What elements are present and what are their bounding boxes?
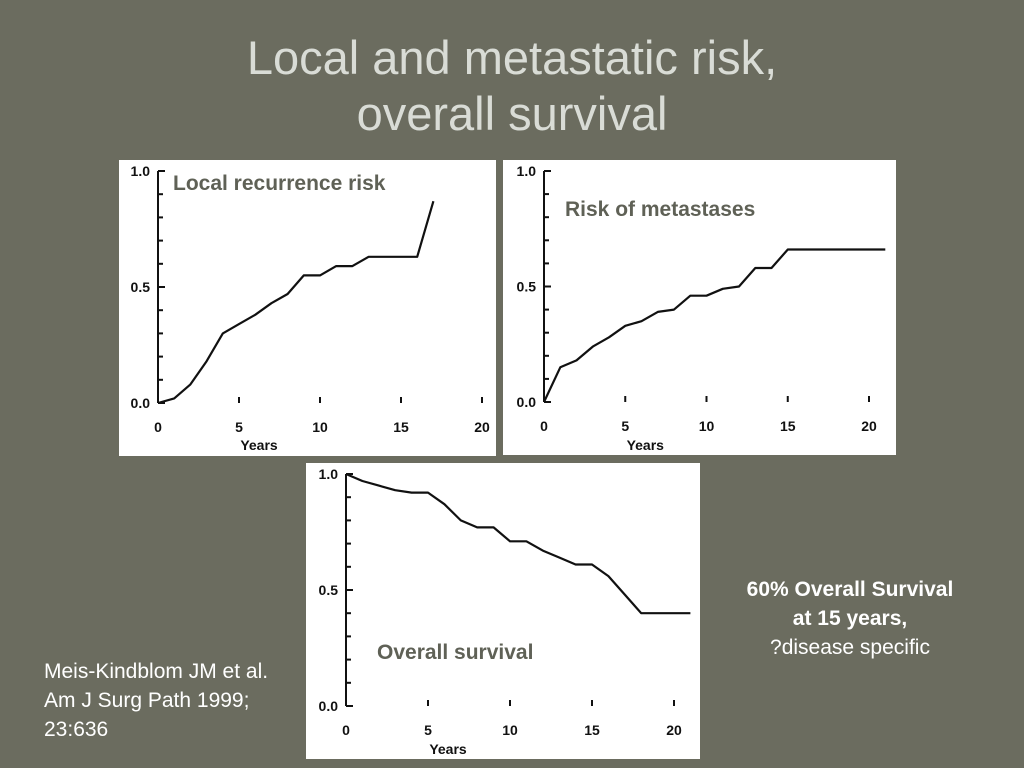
x-axis-label: Years bbox=[240, 437, 278, 453]
x-tick-label: 0 bbox=[342, 722, 350, 738]
chart-metastases: 0.0 0.5 1.0 0 5 10 15 20 Years Risk of metastase… bbox=[503, 160, 896, 455]
x-tick-label: 5 bbox=[235, 419, 243, 435]
x-tick-label: 5 bbox=[424, 722, 432, 738]
x-tick-label: 15 bbox=[780, 418, 796, 434]
x-tick-label: 20 bbox=[861, 418, 877, 434]
x-tick-label: 0 bbox=[540, 418, 548, 434]
slide-title-line-1: Local and metastatic risk, bbox=[246, 31, 778, 84]
x-tick-label: 20 bbox=[666, 722, 682, 738]
y-tick-label: 0.5 bbox=[131, 279, 151, 295]
series-line bbox=[345, 472, 691, 615]
y-tick-label: 1.0 bbox=[131, 163, 151, 179]
chart-overall-survival: 0.0 0.5 1.0 0 5 10 15 20 Years Overall survival bbox=[306, 463, 700, 759]
chart-title-metastases: Risk of metastases bbox=[565, 198, 756, 221]
x-tick-label: 10 bbox=[699, 418, 715, 434]
chart-title-overall-survival: Overall survival bbox=[377, 641, 534, 664]
slide-title: Local and metastatic risk, overall survi… bbox=[0, 30, 1024, 142]
survival-note-line-3: ?disease specific bbox=[770, 636, 930, 659]
y-tick-label: 0.0 bbox=[319, 698, 339, 714]
x-tick-label: 10 bbox=[502, 722, 518, 738]
y-tick-label: 1.0 bbox=[517, 163, 537, 179]
x-tick-label: 15 bbox=[584, 722, 600, 738]
x-tick-label: 15 bbox=[393, 419, 409, 435]
survival-note-line-2: at 15 years, bbox=[792, 607, 908, 630]
x-tick-label: 0 bbox=[154, 419, 162, 435]
chart-title-local-recurrence: Local recurrence risk bbox=[173, 172, 386, 195]
x-tick-label: 5 bbox=[621, 418, 629, 434]
x-tick-label: 20 bbox=[474, 419, 490, 435]
slide-title-line-2: overall survival bbox=[356, 87, 668, 140]
series-line bbox=[543, 248, 886, 403]
series-line bbox=[157, 200, 435, 405]
y-tick-label: 0.0 bbox=[517, 394, 537, 410]
y-tick-label: 0.0 bbox=[131, 395, 151, 411]
x-tick-label: 10 bbox=[312, 419, 328, 435]
chart-overall-survival-svg: 0.0 0.5 1.0 0 5 10 15 20 Years bbox=[319, 466, 691, 757]
y-tick-label: 0.5 bbox=[319, 582, 339, 598]
chart-local-recurrence: 0.0 0.5 1.0 0 5 10 15 20 Years Local recurrence … bbox=[119, 160, 496, 456]
x-axis-label: Years bbox=[627, 437, 665, 453]
citation: Meis-Kindblom JM et al. Am J Surg Path 1… bbox=[44, 660, 269, 741]
survival-note-line-1: 60% Overall Survival bbox=[746, 578, 954, 601]
chart-metastases-svg: 0.0 0.5 1.0 0 5 10 15 20 Years bbox=[517, 163, 886, 453]
y-tick-label: 1.0 bbox=[319, 466, 339, 482]
x-axis-label: Years bbox=[429, 741, 467, 757]
chart-local-recurrence-svg: 0.0 0.5 1.0 0 5 10 15 20 Years bbox=[131, 163, 490, 453]
survival-note: 60% Overall Survival at 15 years, ?disea… bbox=[700, 575, 1000, 662]
y-tick-label: 0.5 bbox=[517, 279, 537, 295]
